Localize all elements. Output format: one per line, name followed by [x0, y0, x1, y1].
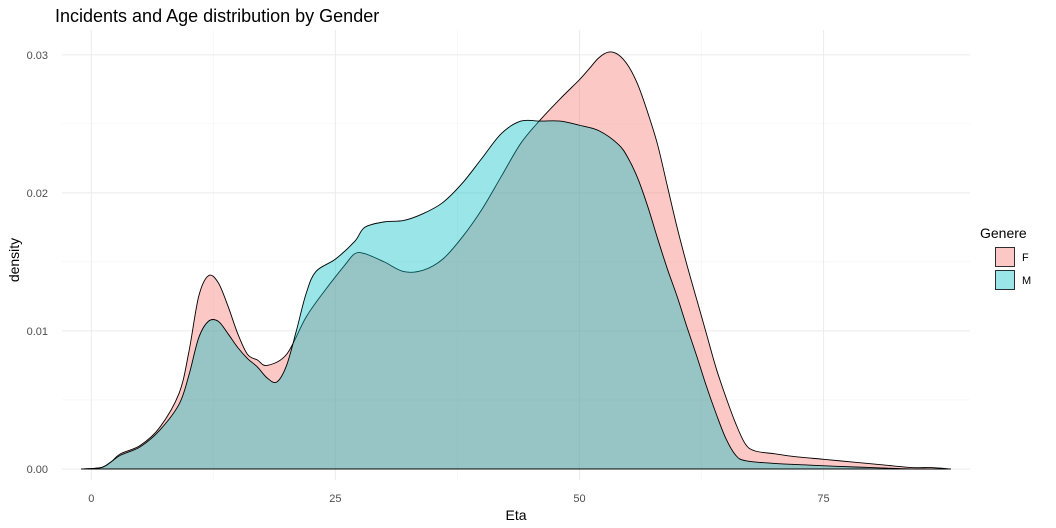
legend-key-f	[995, 247, 1015, 267]
y-tick-label: 0.02	[27, 188, 48, 200]
x-tick-label: 0	[88, 493, 94, 505]
x-axis-title: Eta	[505, 507, 526, 523]
y-tick-label: 0.01	[27, 326, 48, 338]
density-area-f	[81, 51, 951, 470]
x-tick-label: 25	[329, 493, 341, 505]
y-axis-ticks: 0.00 0.01 0.02 0.03	[27, 50, 48, 476]
y-tick-label: 0.00	[27, 464, 48, 476]
y-tick-label: 0.03	[27, 50, 48, 62]
y-axis-title: density	[6, 238, 22, 282]
legend-label-m: M	[1022, 275, 1031, 287]
density-area-m	[81, 119, 951, 470]
legend-key-m	[995, 270, 1015, 290]
legend-items: FM	[995, 247, 1031, 290]
x-axis-ticks: 0 25 50 75	[88, 493, 829, 505]
x-tick-label: 75	[817, 493, 829, 505]
x-tick-label: 50	[573, 493, 585, 505]
legend-title: Genere	[980, 225, 1027, 241]
legend-label-f: F	[1022, 252, 1029, 264]
legend: Genere FM	[980, 225, 1031, 290]
chart-title: Incidents and Age distribution by Gender	[55, 6, 379, 26]
density-areas	[81, 51, 951, 470]
